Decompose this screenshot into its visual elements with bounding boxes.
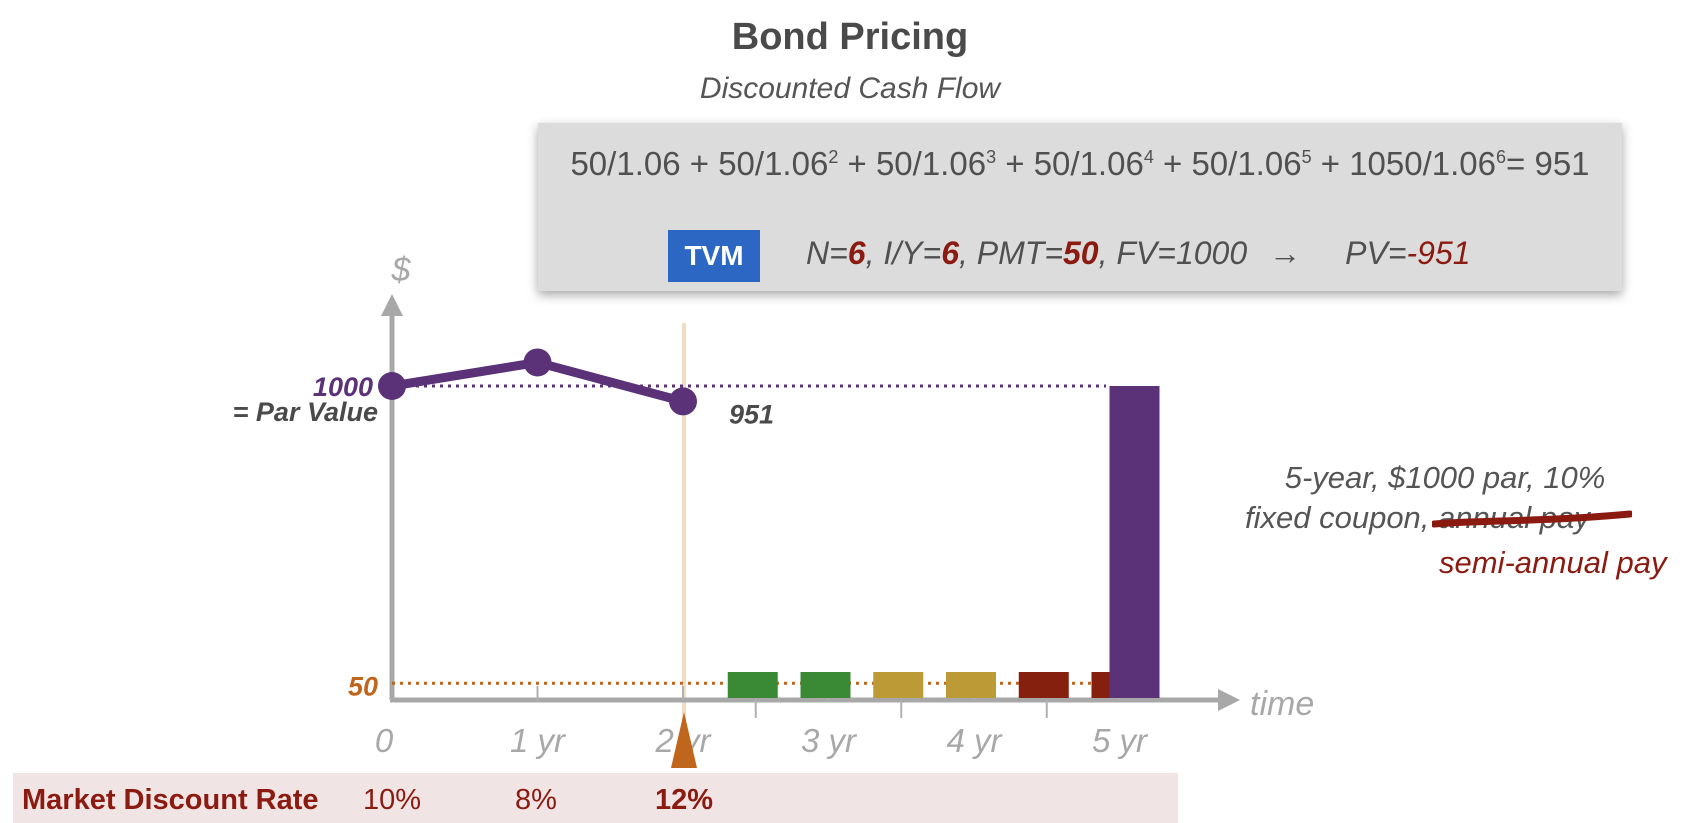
tvm-badge: TVM [668, 230, 760, 282]
x-axis-label: time [1250, 685, 1314, 723]
y-axis-arrow-icon [381, 294, 403, 316]
price-value-label: 951 [729, 399, 774, 429]
x-tick-label: 5 yr [1092, 722, 1149, 759]
y-axis-label: $ [391, 251, 412, 289]
rate-year-1: 8% [515, 784, 557, 816]
tvm-n-value: 6 [847, 235, 866, 271]
semi-annual-correction: semi-annual pay [1439, 545, 1667, 580]
coupon-bar [1018, 672, 1069, 698]
coupon-bar [727, 672, 778, 698]
coupon-bar [873, 672, 924, 698]
par-value-label: = Par Value [233, 397, 378, 427]
price-points [378, 348, 697, 416]
formula-term-2: 50/1.062 [718, 145, 839, 182]
principal-bar [1109, 386, 1160, 698]
tvm-inputs: N=6, I/Y=6, PMT=50, FV=1000 → PV=-951 [806, 235, 1471, 271]
formula-term-6: 1050/1.066 [1349, 145, 1507, 182]
tvm-pmt-value: 50 [1063, 235, 1099, 271]
slide-title: Bond Pricing [731, 16, 969, 58]
strikethrough-icon [1432, 510, 1633, 528]
struck-text: annual pay [1432, 500, 1633, 535]
slide-subtitle: Discounted Cash Flow [699, 72, 1001, 105]
coupon-bar [800, 672, 851, 698]
bond-description-line2: fixed coupon, annual pay [1245, 500, 1633, 536]
market-rate-label: Market Discount Rate [22, 784, 319, 816]
x-axis-arrow-icon [1218, 689, 1240, 711]
rate-year-2: 12% [654, 784, 714, 816]
coupon-bar [946, 672, 996, 698]
tvm-pv-value: -951 [1406, 235, 1471, 271]
formula-term-4: 50/1.064 [1033, 145, 1154, 182]
rate-year-0: 10% [362, 784, 422, 816]
arrow-icon: → [1269, 235, 1302, 271]
formula-term-3: 50/1.063 [875, 145, 997, 182]
x-tick-label: 0 [375, 722, 394, 759]
bond-description-line1: 5-year, $1000 par, 10% [1284, 460, 1606, 495]
dcf-formula: 50/1.06 + 50/1.062 + 50/1.063 + 50/1.064… [570, 145, 1590, 182]
formula-term-5: 50/1.065 [1191, 145, 1312, 182]
price-point [378, 372, 406, 400]
coupon-bars [727, 672, 1142, 698]
price-point [523, 348, 552, 377]
formula-result: = 951 [1506, 145, 1590, 182]
par-value-tick-label: 1000 [313, 372, 373, 402]
tvm-iy-value: 6 [941, 235, 959, 271]
formula-term-1: 50/1.06 [570, 145, 681, 182]
formula-box: 50/1.06 + 50/1.062 + 50/1.063 + 50/1.064… [538, 123, 1622, 291]
current-time-pointer-icon [671, 712, 697, 768]
x-tick-label: 4 yr [946, 722, 1003, 759]
market-rate-bar: Market Discount Rate 10% 8% 12% [13, 773, 1178, 823]
price-point [669, 387, 697, 416]
x-tick-label: 3 yr [801, 722, 858, 759]
x-tick-label: 1 yr [510, 722, 567, 759]
coupon-value-label: 50 [348, 671, 378, 701]
